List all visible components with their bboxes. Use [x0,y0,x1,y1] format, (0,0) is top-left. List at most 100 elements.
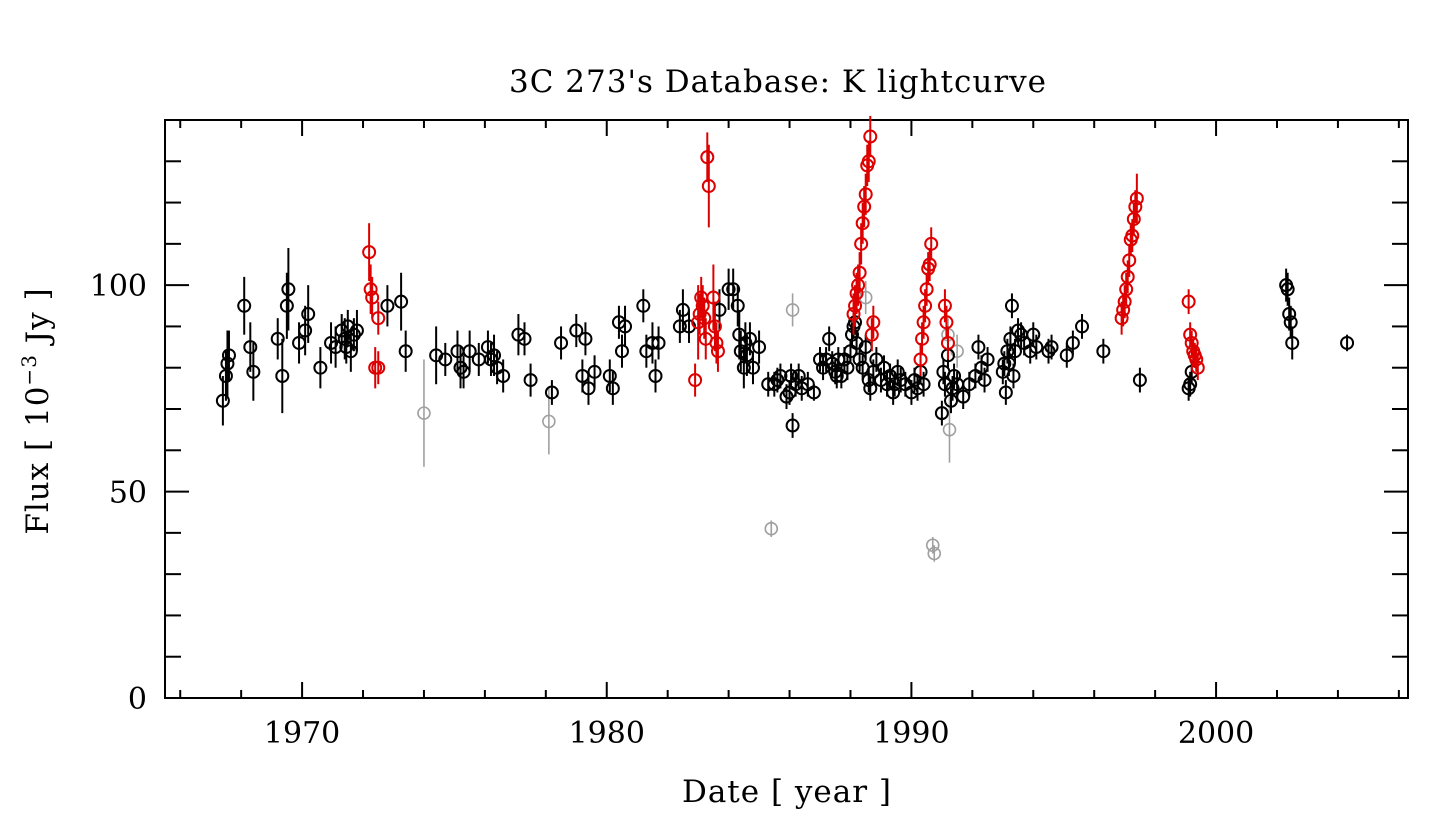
point-marker [215,393,230,408]
data-point-black [220,330,235,397]
data-point-gray [927,545,942,562]
y-axis-label: Flux [ 10−3 Jy ] [17,287,56,534]
point-marker [672,319,687,334]
data-point-black [886,380,901,405]
data-point-gray [942,396,957,463]
point-marker [1132,373,1147,388]
data-point-black [916,371,931,397]
data-point-black [822,326,837,352]
point-marker [1282,307,1297,322]
data-point-black [456,355,471,389]
data-point-black [487,334,502,376]
data-point-red [710,330,725,372]
data-points [215,115,1355,562]
data-point-red [919,272,934,306]
x-tick-label: 2000 [1178,716,1254,751]
point-marker [1114,311,1129,326]
data-point-black [578,322,593,356]
point-marker [270,331,285,346]
point-marker [1285,335,1300,350]
data-point-red [697,297,712,339]
point-marker [1190,360,1205,375]
data-point-black [736,347,751,389]
point-marker [544,385,559,400]
data-point-red [368,347,383,389]
point-marker [417,406,431,420]
point-marker [636,298,651,313]
point-marker [922,257,937,272]
data-point-black [298,305,313,356]
y-tick-label: 0 [128,682,147,717]
point-marker [1075,319,1090,334]
point-marker [918,298,933,313]
x-tick-label: 1990 [873,716,949,751]
point-marker [919,282,934,297]
data-point-black [398,330,413,372]
data-point-red [854,223,869,265]
data-point-black [569,314,584,348]
point-marker [692,307,707,322]
point-marker [438,352,453,367]
data-point-black [313,347,328,389]
data-point-red [371,301,386,335]
data-point-black [947,363,962,389]
point-marker [523,373,538,388]
point-marker [602,368,617,383]
data-point-black [1059,342,1074,368]
point-marker [849,286,864,301]
point-marker [349,323,364,338]
point-marker [742,331,757,346]
data-point-red [913,342,928,376]
data-point-black [587,355,602,389]
data-point-black [829,363,844,389]
point-marker [940,335,955,350]
point-marker [707,319,722,334]
data-point-black [721,268,736,310]
data-point-gray [925,536,940,554]
data-point-black [977,367,992,393]
data-point-black [394,272,409,331]
data-point-red [1123,223,1138,257]
data-point-black [1279,268,1294,302]
point-marker [569,323,584,338]
data-point-black [1065,330,1080,356]
data-point-gray [764,520,779,537]
point-marker [893,373,908,388]
point-marker [648,368,663,383]
point-marker [517,331,532,346]
point-marker [246,364,261,379]
data-point-black [496,359,511,393]
point-marker [700,150,715,165]
data-point-black [618,305,633,348]
point-marker [706,290,721,305]
data-point-black [910,375,925,401]
point-marker [997,356,1012,371]
point-marker [1096,344,1111,359]
data-point-black [869,347,884,372]
point-marker [1026,327,1041,342]
data-point-black [275,338,290,414]
data-point-black [544,380,559,405]
data-point-black [511,314,526,356]
point-marker [1129,191,1144,206]
point-marker [863,129,878,144]
point-marker [829,368,844,383]
axis-ticks [165,119,1408,699]
point-marker [587,364,602,379]
point-marker [1007,344,1022,359]
point-marker [1189,352,1204,367]
point-marker [301,307,316,322]
point-marker [362,245,377,260]
data-point-red [362,223,377,282]
data-point-black [1282,297,1297,331]
data-point-black [794,375,809,401]
point-marker [651,335,666,350]
data-point-red [852,252,867,294]
data-point-black [1004,293,1019,319]
point-marker [542,414,556,429]
point-marker [947,368,962,383]
point-marker [863,381,878,396]
point-marker [237,298,252,313]
data-point-red [706,264,721,331]
point-marker [1183,327,1198,342]
